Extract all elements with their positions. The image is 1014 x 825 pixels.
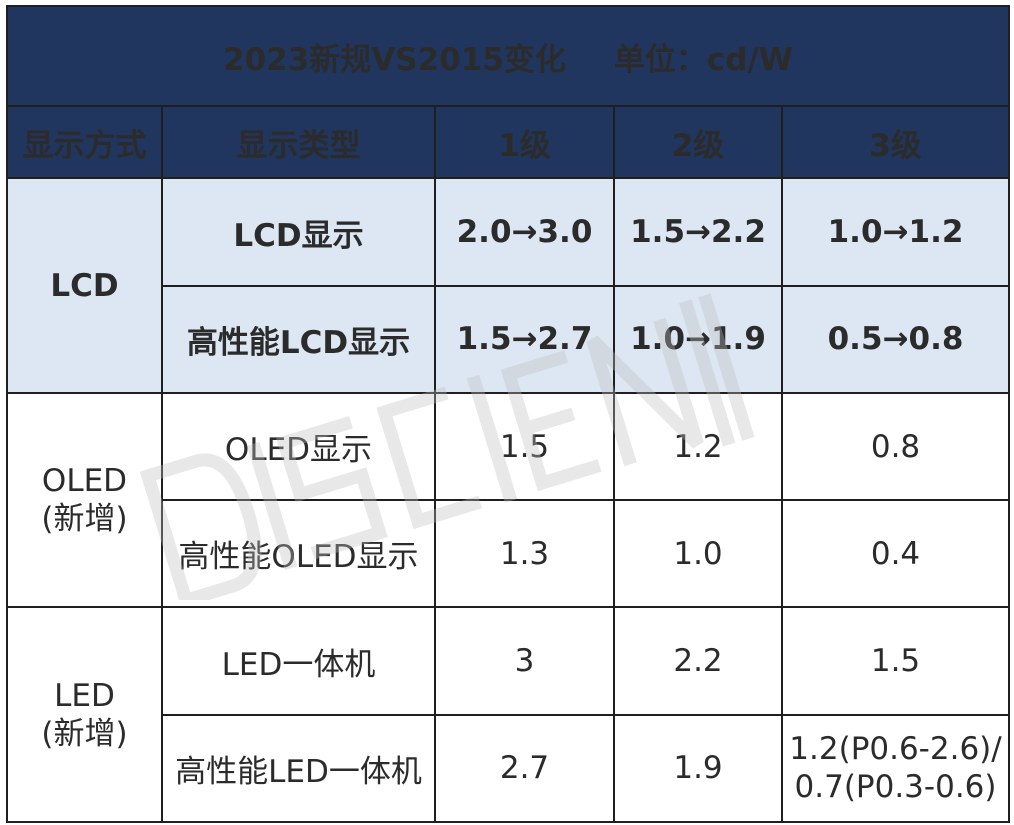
header-display-type: 显示类型 xyxy=(161,105,436,180)
table-title-unit: 单位：cd/W xyxy=(613,41,793,78)
level3-cell: 0.5→0.8 xyxy=(780,284,1011,394)
table-row: LCD LCD显示 2.0→3.0 1.5→2.2 1.0→1.2 xyxy=(6,177,1011,394)
table-title: 2023新规VS2015变化 单位：cd/W xyxy=(5,4,1011,108)
header-level-1: 1级 xyxy=(434,105,615,180)
level3-cell: 1.5 xyxy=(780,606,1011,716)
table-row: OLED (新增) OLED显示 1.5 1.2 0.8 xyxy=(6,391,1011,609)
level3-cell: 1.0→1.2 xyxy=(780,177,1011,287)
level2-cell: 1.5→2.2 xyxy=(613,177,783,287)
level1-cell: 2.7 xyxy=(434,713,615,824)
table-row: 高性能LED一体机 2.7 1.9 1.2(P0.6-2.6)/ 0.7(P0.… xyxy=(7,713,1011,824)
table-title-main: 2023新规VS2015变化 xyxy=(223,41,566,78)
type-cell: LED一体机 xyxy=(161,606,436,716)
level1-cell: 1.5 xyxy=(434,391,615,502)
method-led-line2: (新增) xyxy=(41,715,128,752)
level3-cell: 0.8 xyxy=(780,391,1011,502)
level1-cell: 3 xyxy=(434,606,615,716)
level3-cell: 0.4 xyxy=(780,499,1011,609)
level3-line2: 0.7(P0.3-0.6) xyxy=(794,769,997,806)
level1-cell: 2.0→3.0 xyxy=(434,177,615,287)
type-cell: 高性能LCD显示 xyxy=(161,284,436,394)
method-oled-line2: (新增) xyxy=(41,501,128,538)
method-cell-oled: OLED (新增) xyxy=(6,391,163,609)
table-row: 高性能LCD显示 1.5→2.7 1.0→1.9 0.5→0.8 xyxy=(7,284,1011,394)
method-cell-led: LED (新增) xyxy=(6,606,163,823)
header-level-2: 2级 xyxy=(613,105,783,180)
level1-cell: 1.3 xyxy=(434,499,615,609)
level3-line1: 1.2(P0.6-2.6)/ xyxy=(789,731,1002,768)
method-led-line1: LED xyxy=(54,677,115,714)
level2-cell: 1.2 xyxy=(613,391,783,502)
header-level-3: 3级 xyxy=(780,105,1011,180)
header-display-method: 显示方式 xyxy=(6,105,163,180)
title-row: 2023新规VS2015变化 单位：cd/W xyxy=(5,4,1011,108)
type-cell: OLED显示 xyxy=(161,391,436,502)
level2-cell: 1.0 xyxy=(613,499,783,609)
spec-table: 2023新规VS2015变化 单位：cd/W 显示方式 显示类型 1级 2级 3级… xyxy=(5,4,1011,824)
table-row: LED (新增) LED一体机 3 2.2 1.5 xyxy=(6,606,1011,823)
level3-cell-multiline: 1.2(P0.6-2.6)/ 0.7(P0.3-0.6) xyxy=(780,713,1011,824)
type-cell: 高性能OLED显示 xyxy=(161,499,436,609)
method-oled-line1: OLED xyxy=(41,463,128,500)
type-cell: 高性能LED一体机 xyxy=(161,713,436,824)
method-cell-lcd: LCD xyxy=(6,177,163,394)
table-row: 高性能OLED显示 1.3 1.0 0.4 xyxy=(7,499,1011,609)
header-row: 显示方式 显示类型 1级 2级 3级 xyxy=(6,105,1011,180)
level2-cell: 1.9 xyxy=(613,713,783,824)
level2-cell: 2.2 xyxy=(613,606,783,716)
level1-cell: 1.5→2.7 xyxy=(434,284,615,394)
type-cell: LCD显示 xyxy=(161,177,436,287)
level2-cell: 1.0→1.9 xyxy=(613,284,783,394)
